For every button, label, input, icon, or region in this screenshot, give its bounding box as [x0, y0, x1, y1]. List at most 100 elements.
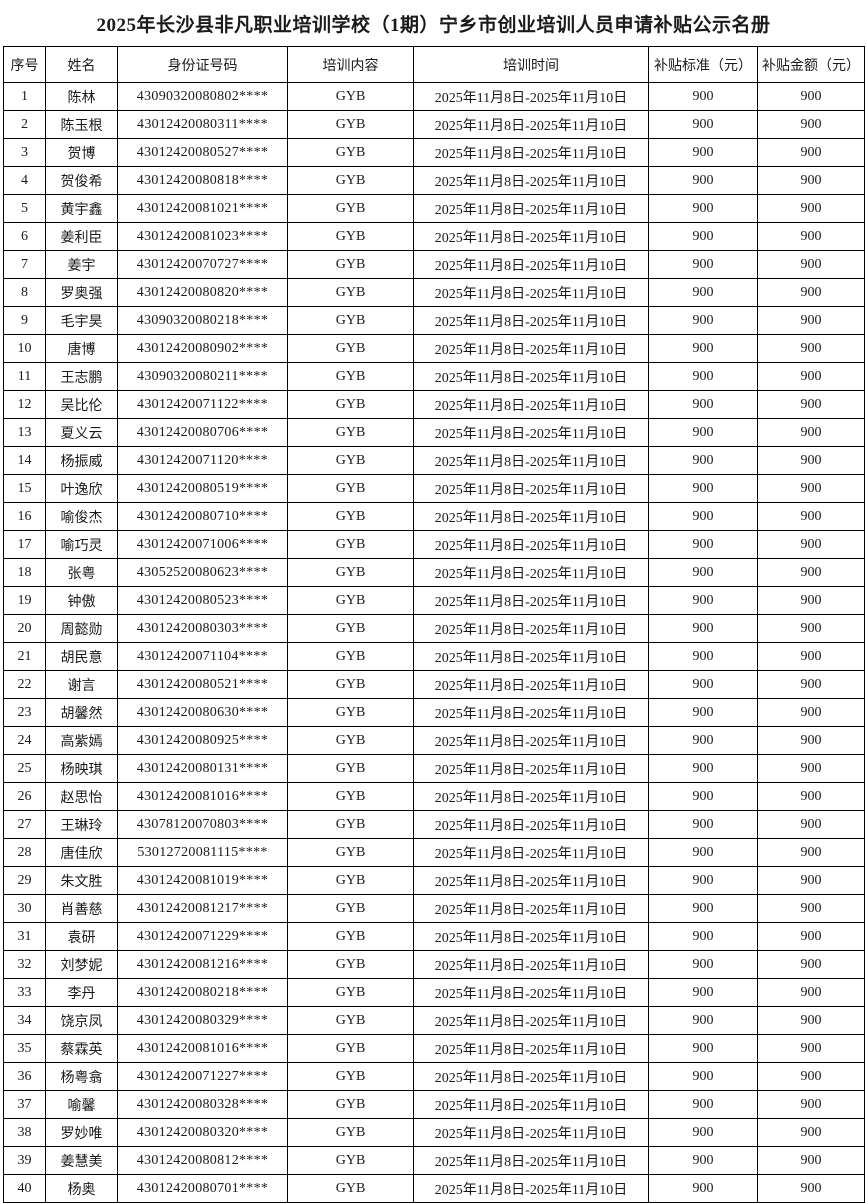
- cell-standard: 900: [648, 446, 758, 475]
- cell-id: 43012420081021****: [117, 194, 288, 223]
- cell-name: 王琳玲: [45, 810, 118, 839]
- cell-id: 43012420080710****: [117, 502, 288, 531]
- cell-time: 2025年11月8日-2025年11月10日: [413, 950, 649, 979]
- cell-seq: 14: [3, 446, 46, 475]
- cell-time: 2025年11月8日-2025年11月10日: [413, 614, 649, 643]
- table-row: 9 毛宇昊 43090320080218**** GYB 2025年11月8日-…: [3, 306, 865, 335]
- table-row: 4 贺俊希 43012420080818**** GYB 2025年11月8日-…: [3, 166, 865, 195]
- table-row: 17 喻巧灵 43012420071006**** GYB 2025年11月8日…: [3, 530, 865, 559]
- cell-amount: 900: [757, 586, 865, 615]
- table-row: 14 杨振威 43012420071120**** GYB 2025年11月8日…: [3, 446, 865, 475]
- cell-standard: 900: [648, 978, 758, 1007]
- cell-content: GYB: [287, 362, 414, 391]
- cell-amount: 900: [757, 446, 865, 475]
- header-id: 身份证号码: [117, 46, 288, 83]
- header-amount: 补贴金额（元）: [757, 46, 865, 83]
- cell-content: GYB: [287, 698, 414, 727]
- cell-standard: 900: [648, 250, 758, 279]
- page-title: 2025年长沙县非凡职业培训学校（1期）宁乡市创业培训人员申请补贴公示名册: [96, 14, 771, 36]
- cell-amount: 900: [757, 110, 865, 139]
- cell-content: GYB: [287, 1062, 414, 1091]
- cell-standard: 900: [648, 334, 758, 363]
- cell-amount: 900: [757, 390, 865, 419]
- cell-time: 2025年11月8日-2025年11月10日: [413, 754, 649, 783]
- header-name: 姓名: [45, 46, 118, 83]
- cell-seq: 17: [3, 530, 46, 559]
- cell-standard: 900: [648, 698, 758, 727]
- cell-seq: 12: [3, 390, 46, 419]
- cell-time: 2025年11月8日-2025年11月10日: [413, 306, 649, 335]
- cell-seq: 15: [3, 474, 46, 503]
- cell-amount: 900: [757, 194, 865, 223]
- cell-standard: 900: [648, 418, 758, 447]
- cell-standard: 900: [648, 866, 758, 895]
- cell-time: 2025年11月8日-2025年11月10日: [413, 1090, 649, 1119]
- cell-amount: 900: [757, 1174, 865, 1203]
- cell-content: GYB: [287, 530, 414, 559]
- cell-amount: 900: [757, 502, 865, 531]
- table-row: 5 黄宇鑫 43012420081021**** GYB 2025年11月8日-…: [3, 194, 865, 223]
- cell-seq: 21: [3, 642, 46, 671]
- cell-seq: 2: [3, 110, 46, 139]
- cell-name: 姜慧美: [45, 1146, 118, 1175]
- cell-id: 43012420080820****: [117, 278, 288, 307]
- cell-id: 43012420081016****: [117, 782, 288, 811]
- cell-amount: 900: [757, 642, 865, 671]
- cell-name: 喻馨: [45, 1090, 118, 1119]
- cell-id: 43012420080519****: [117, 474, 288, 503]
- table-row: 33 李丹 43012420080218**** GYB 2025年11月8日-…: [3, 978, 865, 1007]
- cell-standard: 900: [648, 306, 758, 335]
- cell-seq: 13: [3, 418, 46, 447]
- cell-time: 2025年11月8日-2025年11月10日: [413, 530, 649, 559]
- cell-amount: 900: [757, 1146, 865, 1175]
- cell-name: 朱文胜: [45, 866, 118, 895]
- header-seq: 序号: [3, 46, 46, 83]
- cell-name: 罗妙唯: [45, 1118, 118, 1147]
- cell-amount: 900: [757, 950, 865, 979]
- cell-amount: 900: [757, 418, 865, 447]
- cell-name: 毛宇昊: [45, 306, 118, 335]
- cell-standard: 900: [648, 110, 758, 139]
- cell-id: 43012420081216****: [117, 950, 288, 979]
- cell-seq: 6: [3, 222, 46, 251]
- cell-name: 肖善慈: [45, 894, 118, 923]
- cell-seq: 11: [3, 362, 46, 391]
- table-row: 23 胡馨然 43012420080630**** GYB 2025年11月8日…: [3, 698, 865, 727]
- cell-standard: 900: [648, 614, 758, 643]
- cell-time: 2025年11月8日-2025年11月10日: [413, 110, 649, 139]
- cell-standard: 900: [648, 362, 758, 391]
- table-row: 18 张粤 43052520080623**** GYB 2025年11月8日-…: [3, 558, 865, 587]
- cell-amount: 900: [757, 698, 865, 727]
- cell-standard: 900: [648, 166, 758, 195]
- cell-id: 43012420080131****: [117, 754, 288, 783]
- cell-amount: 900: [757, 922, 865, 951]
- cell-time: 2025年11月8日-2025年11月10日: [413, 474, 649, 503]
- table-row: 13 夏义云 43012420080706**** GYB 2025年11月8日…: [3, 418, 865, 447]
- table-row: 20 周懿勋 43012420080303**** GYB 2025年11月8日…: [3, 614, 865, 643]
- cell-name: 贺俊希: [45, 166, 118, 195]
- cell-name: 谢言: [45, 670, 118, 699]
- cell-time: 2025年11月8日-2025年11月10日: [413, 978, 649, 1007]
- cell-seq: 3: [3, 138, 46, 167]
- cell-id: 43012420080521****: [117, 670, 288, 699]
- cell-id: 43012420071120****: [117, 446, 288, 475]
- cell-name: 唐佳欣: [45, 838, 118, 867]
- cell-name: 杨振威: [45, 446, 118, 475]
- cell-amount: 900: [757, 362, 865, 391]
- cell-content: GYB: [287, 670, 414, 699]
- cell-amount: 900: [757, 978, 865, 1007]
- cell-name: 贺博: [45, 138, 118, 167]
- cell-time: 2025年11月8日-2025年11月10日: [413, 334, 649, 363]
- cell-name: 叶逸欣: [45, 474, 118, 503]
- cell-seq: 24: [3, 726, 46, 755]
- table-row: 6 姜利臣 43012420081023**** GYB 2025年11月8日-…: [3, 222, 865, 251]
- table-row: 12 吴比伦 43012420071122**** GYB 2025年11月8日…: [3, 390, 865, 419]
- cell-id: 43012420080902****: [117, 334, 288, 363]
- table-row: 27 王琳玲 43078120070803**** GYB 2025年11月8日…: [3, 810, 865, 839]
- cell-content: GYB: [287, 278, 414, 307]
- cell-name: 高紫嫣: [45, 726, 118, 755]
- cell-standard: 900: [648, 670, 758, 699]
- table-row: 11 王志鹏 43090320080211**** GYB 2025年11月8日…: [3, 362, 865, 391]
- cell-amount: 900: [757, 1118, 865, 1147]
- cell-name: 张粤: [45, 558, 118, 587]
